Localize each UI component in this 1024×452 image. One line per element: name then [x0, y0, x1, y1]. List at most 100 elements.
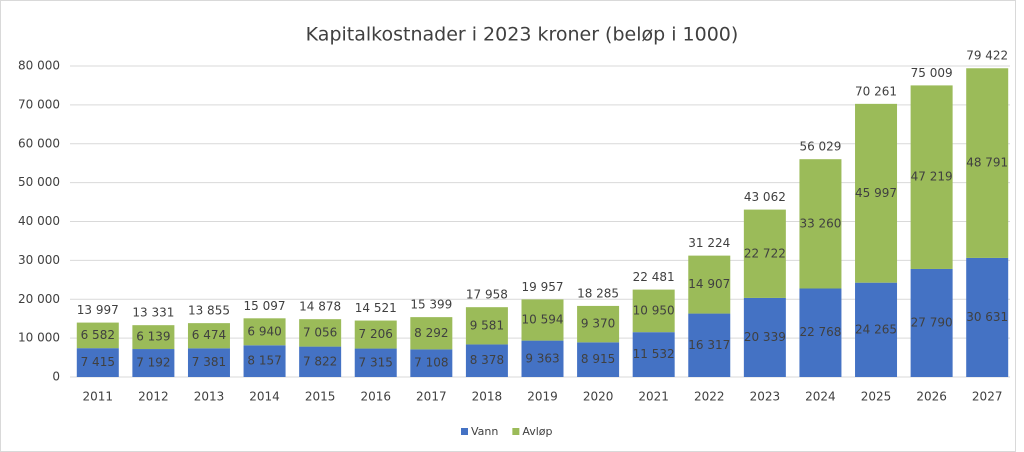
- y-tick-label: 60 000: [18, 136, 60, 150]
- x-tick-label: 2018: [472, 390, 503, 404]
- total-label: 15 399: [410, 298, 452, 312]
- data-label: 45 997: [855, 186, 897, 200]
- bar-segment: [354, 348, 397, 377]
- data-label: 9 363: [525, 351, 559, 365]
- bar-segment: [299, 319, 342, 347]
- legend-label: Avløp: [522, 425, 552, 438]
- x-tick-label: 2017: [416, 390, 447, 404]
- x-tick-label: 2020: [583, 390, 614, 404]
- data-label: 7 381: [192, 355, 226, 369]
- data-label: 6 139: [136, 330, 170, 344]
- bar-segment: [410, 317, 453, 350]
- data-label: 7 415: [81, 355, 115, 369]
- total-label: 70 261: [855, 84, 897, 98]
- x-tick-label: 2019: [527, 390, 558, 404]
- total-label: 19 957: [522, 280, 564, 294]
- total-label: 56 029: [799, 140, 841, 154]
- bar-segment: [632, 332, 675, 377]
- y-tick-label: 20 000: [18, 292, 60, 306]
- total-label: 75 009: [911, 66, 953, 80]
- data-label: 10 594: [522, 313, 564, 327]
- total-label: 22 481: [633, 270, 675, 284]
- bar-segment: [187, 323, 230, 349]
- x-tick-label: 2026: [916, 390, 947, 404]
- data-label: 6 582: [81, 328, 115, 342]
- x-tick-label: 2011: [83, 390, 114, 404]
- data-label: 9 370: [581, 317, 615, 331]
- total-label: 18 285: [577, 286, 619, 300]
- bar-segment: [966, 257, 1009, 377]
- y-tick-label: 50 000: [18, 175, 60, 189]
- bar-segment: [799, 288, 842, 377]
- bar-segment: [299, 346, 342, 377]
- bar-segment: [688, 313, 731, 377]
- data-label: 47 219: [911, 170, 953, 184]
- data-label: 20 339: [744, 330, 786, 344]
- legend-swatch: [512, 428, 520, 435]
- legend-label: Vann: [471, 425, 498, 438]
- data-label: 24 265: [855, 322, 897, 336]
- data-label: 30 631: [966, 310, 1008, 324]
- data-label: 8 378: [470, 353, 504, 367]
- total-label: 31 224: [688, 236, 730, 250]
- bar-segment: [577, 342, 620, 377]
- legend-swatch: [461, 428, 468, 435]
- total-label: 43 062: [744, 190, 786, 204]
- y-tick-label: 80 000: [18, 59, 60, 73]
- bar-segment: [243, 318, 286, 346]
- data-label: 22 722: [744, 246, 786, 260]
- bar-segment: [132, 325, 175, 350]
- data-label: 7 206: [359, 327, 393, 341]
- data-label: 48 791: [966, 156, 1008, 170]
- x-tick-label: 2022: [694, 390, 725, 404]
- bar-segment: [187, 348, 230, 377]
- x-tick-label: 2013: [194, 390, 225, 404]
- y-tick-label: 10 000: [18, 331, 60, 345]
- y-tick-label: 0: [52, 370, 60, 384]
- bar-segment: [966, 68, 1009, 258]
- data-label: 33 260: [799, 216, 841, 230]
- data-label: 8 915: [581, 352, 615, 366]
- bar-segment: [910, 85, 953, 269]
- bar-segment: [132, 349, 175, 377]
- data-label: 27 790: [911, 315, 953, 329]
- x-tick-label: 2016: [360, 390, 391, 404]
- data-label: 7 056: [303, 325, 337, 339]
- bar-segment: [354, 320, 397, 349]
- data-label: 7 192: [136, 356, 170, 370]
- x-tick-label: 2025: [861, 390, 892, 404]
- x-tick-label: 2015: [305, 390, 336, 404]
- y-tick-label: 40 000: [18, 214, 60, 228]
- bar-segment: [76, 322, 119, 349]
- data-label: 8 292: [414, 326, 448, 340]
- data-label: 7 108: [414, 356, 448, 370]
- total-label: 79 422: [966, 49, 1008, 63]
- bar-segment: [243, 345, 286, 377]
- bar-segment: [632, 289, 675, 333]
- bar-segment: [577, 305, 620, 343]
- total-label: 13 855: [188, 304, 230, 318]
- data-label: 7 822: [303, 354, 337, 368]
- bar-segment: [465, 344, 508, 377]
- total-label: 17 958: [466, 288, 508, 302]
- x-tick-label: 2014: [249, 390, 280, 404]
- y-tick-label: 70 000: [18, 97, 60, 111]
- bar-segment: [465, 307, 508, 345]
- bar-segment: [521, 340, 564, 377]
- x-tick-label: 2027: [972, 390, 1003, 404]
- bar-segment: [743, 297, 786, 377]
- bar-segment: [855, 103, 898, 283]
- bar-segment: [521, 299, 564, 341]
- data-label: 8 157: [247, 354, 281, 368]
- data-label: 22 768: [799, 325, 841, 339]
- data-label: 6 940: [247, 324, 281, 338]
- bar-segment: [855, 282, 898, 377]
- bar-segment: [743, 209, 786, 298]
- bar-segment: [410, 349, 453, 377]
- data-label: 9 581: [470, 318, 504, 332]
- data-label: 6 474: [192, 328, 226, 342]
- bar-segment: [76, 348, 119, 377]
- data-label: 14 907: [688, 277, 730, 291]
- bar-segment: [688, 255, 731, 314]
